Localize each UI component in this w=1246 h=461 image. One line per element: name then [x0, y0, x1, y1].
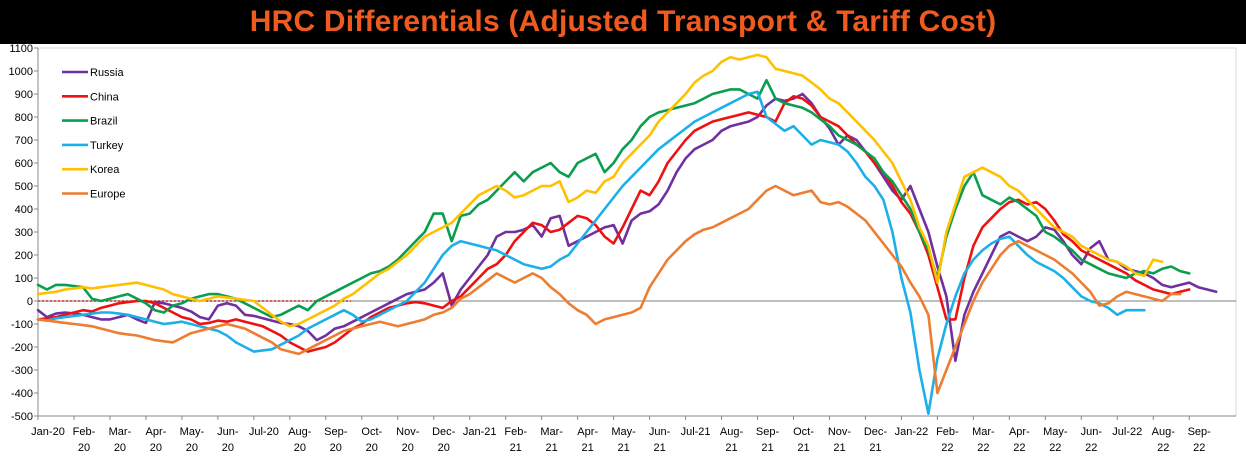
- legend-label-brazil: Brazil: [90, 116, 118, 128]
- y-tick-label: 700: [15, 135, 33, 147]
- series-line-russia: [36, 92, 1218, 363]
- legend-label-russia: Russia: [90, 67, 125, 79]
- x-tick-label-year: 21: [725, 442, 737, 454]
- x-tick-label-year: 22: [1157, 442, 1169, 454]
- y-tick-label: -100: [11, 319, 33, 331]
- x-tick-label: Mar-: [972, 426, 995, 438]
- series-line-europe: [36, 184, 1182, 395]
- chart-title: HRC Differentials (Adjusted Transport & …: [249, 5, 997, 38]
- x-tick-label: Sep-: [1188, 426, 1212, 438]
- legend-label-china: China: [90, 91, 120, 103]
- chart-title-bar: HRC Differentials (Adjusted Transport & …: [0, 0, 1246, 44]
- x-tick-label: Oct-: [361, 426, 382, 438]
- x-tick-label-year: 21: [617, 442, 629, 454]
- legend-label-europe: Europe: [90, 189, 125, 201]
- y-tick-label: 800: [15, 112, 33, 124]
- x-tick-label-year: 20: [186, 442, 198, 454]
- x-tick-label-year: 22: [941, 442, 953, 454]
- x-tick-label: Jan-20: [31, 426, 65, 438]
- x-tick-label: Jul-20: [249, 426, 279, 438]
- x-tick-label: Apr-: [577, 426, 598, 438]
- x-tick-label: Sep-: [756, 426, 780, 438]
- y-tick-label: 1100: [9, 44, 33, 55]
- x-tick-label-year: 21: [833, 442, 845, 454]
- x-tick-label-year: 21: [546, 442, 558, 454]
- x-tick-label: Jan-22: [895, 426, 929, 438]
- x-tick-label-year: 20: [150, 442, 162, 454]
- x-tick-label-year: 20: [294, 442, 306, 454]
- x-tick-label: Jun-: [217, 426, 239, 438]
- series-line-korea: [36, 53, 1164, 328]
- x-tick-label-year: 21: [761, 442, 773, 454]
- x-tick-label-year: 20: [114, 442, 126, 454]
- series-line-turkey: [36, 90, 1146, 416]
- y-tick-label: 900: [15, 89, 33, 101]
- x-tick-label: Jul-21: [681, 426, 711, 438]
- x-tick-label: Oct-: [793, 426, 814, 438]
- x-tick-label: Feb-: [504, 426, 527, 438]
- x-tick-label: Mar-: [109, 426, 132, 438]
- x-tick-label-year: 22: [977, 442, 989, 454]
- y-tick-label: 1000: [9, 66, 33, 78]
- x-tick-label-year: 20: [78, 442, 90, 454]
- y-tick-label: 100: [15, 273, 33, 285]
- y-tick-label: -300: [11, 365, 33, 377]
- y-tick-label: -400: [11, 388, 33, 400]
- x-tick-label: Aug-: [288, 426, 312, 438]
- x-tick-label: Dec-: [432, 426, 456, 438]
- x-tick-label: Aug-: [1152, 426, 1176, 438]
- x-tick-label-year: 20: [402, 442, 414, 454]
- y-tick-label: 600: [15, 158, 33, 170]
- x-tick-label: Sep-: [324, 426, 348, 438]
- x-tick-label-year: 20: [222, 442, 234, 454]
- x-tick-label-year: 21: [510, 442, 522, 454]
- x-tick-label-year: 22: [1049, 442, 1061, 454]
- x-tick-label: Jun-: [649, 426, 671, 438]
- x-tick-label-year: 20: [330, 442, 342, 454]
- y-tick-label: 200: [15, 250, 33, 262]
- line-chart: -500 -400 -300 -200 -100 0 100 200 300 400 500 600 7…: [9, 44, 1237, 454]
- x-tick-label: Apr-: [146, 426, 167, 438]
- x-tick-label-year: 22: [1193, 442, 1205, 454]
- x-tick-label-year: 21: [653, 442, 665, 454]
- x-tick-label: Feb-: [73, 426, 96, 438]
- x-tick-label: May-: [1043, 426, 1068, 438]
- x-tick-label-year: 21: [582, 442, 594, 454]
- y-tick-label: 0: [27, 296, 33, 308]
- series-line-china: [36, 94, 1191, 353]
- x-tick-label: Apr-: [1009, 426, 1030, 438]
- x-tick-label: Nov-: [828, 426, 852, 438]
- x-tick-label: May-: [611, 426, 636, 438]
- x-tick-label: Aug-: [720, 426, 744, 438]
- legend-label-korea: Korea: [90, 164, 120, 176]
- y-tick-label: -500: [11, 411, 33, 423]
- y-tick-label: 400: [15, 204, 33, 216]
- x-tick-label: Dec-: [864, 426, 888, 438]
- x-tick-label: Jul-22: [1112, 426, 1142, 438]
- x-tick-label: Jan-21: [463, 426, 497, 438]
- x-tick-label: May-: [180, 426, 205, 438]
- x-tick-label: Feb-: [936, 426, 959, 438]
- x-tick-label-year: 22: [1013, 442, 1025, 454]
- y-tick-label: -200: [11, 342, 33, 354]
- x-tick-label-year: 20: [366, 442, 378, 454]
- y-tick-label: 500: [15, 181, 33, 193]
- x-tick-label: Jun-: [1081, 426, 1103, 438]
- x-tick-label-year: 21: [869, 442, 881, 454]
- x-tick-label-year: 22: [1085, 442, 1097, 454]
- x-tick-label-year: 21: [797, 442, 809, 454]
- x-tick-label: Nov-: [396, 426, 420, 438]
- legend-label-turkey: Turkey: [90, 140, 124, 152]
- x-tick-label: Mar-: [540, 426, 563, 438]
- x-tick-label-year: 20: [438, 442, 450, 454]
- y-tick-label: 300: [15, 227, 33, 239]
